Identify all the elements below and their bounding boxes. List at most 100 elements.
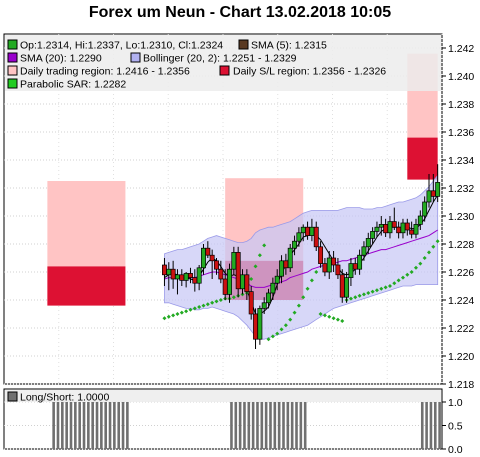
candle-body [196, 267, 202, 284]
longshort-bar [56, 402, 60, 449]
candle-body [270, 282, 276, 294]
longshort-bar [74, 402, 77, 449]
candle-body [170, 268, 176, 280]
longshort-bar [433, 402, 437, 449]
longshort-bar [121, 402, 125, 449]
longshort-bar [420, 402, 424, 449]
longshort-bars [52, 402, 441, 449]
sar-point [288, 317, 293, 322]
y-tick-label: 1.232 [448, 183, 474, 195]
legend-longshort: Long/Short: 1.0000 [20, 392, 109, 404]
sar-point [275, 331, 280, 336]
candle-body [331, 257, 337, 266]
longshort-bar [256, 402, 259, 449]
candle-body [296, 232, 302, 242]
y-tick-label: 1.238 [448, 99, 474, 111]
y-tick-label: 1.220 [448, 351, 474, 363]
candle-body [400, 222, 406, 234]
longshort-bar [295, 402, 298, 449]
longshort-bar [82, 402, 86, 449]
candle-body [387, 221, 393, 234]
y-tick-label: 1.230 [448, 211, 474, 223]
legend-sar: Parabolic SAR: 1.2282 [20, 79, 126, 91]
candle-body [305, 226, 311, 236]
candle-body [166, 268, 172, 276]
longshort-bar [299, 402, 303, 449]
candle-body [231, 252, 237, 270]
sar-point [396, 278, 401, 283]
legend-sma20-swatch [7, 52, 18, 63]
sar-point [197, 305, 202, 309]
legend-sma5: SMA (5): 1.2315 [251, 40, 327, 52]
longshort-bar [251, 402, 255, 449]
candle-body [162, 264, 167, 276]
sar-point [292, 310, 297, 315]
candle-body [361, 246, 367, 256]
sar-point [296, 303, 301, 308]
sar-point [253, 264, 258, 269]
legend-sma5-swatch [238, 39, 249, 50]
candle-body [214, 260, 219, 270]
candle-body [179, 274, 185, 281]
sar-point [353, 295, 358, 300]
candle-body [404, 222, 410, 231]
longshort-bar [303, 402, 307, 449]
sar-point [218, 298, 223, 302]
candle-body [287, 247, 293, 269]
longshort-tick-label: 0.0 [448, 444, 463, 456]
sar-point [266, 337, 271, 342]
y-axis-ticks: 1.218 1.220 1.222 1.224 1.226 1.228 1.230 1.232… [442, 43, 474, 391]
candle-body [391, 221, 397, 228]
candle-body [274, 275, 280, 284]
candle-body [352, 263, 358, 270]
sar-point [305, 286, 310, 291]
candle-body [430, 190, 436, 197]
candle-body [192, 277, 198, 284]
sar-point [361, 292, 366, 297]
longshort-bar [286, 402, 290, 449]
candle-body [396, 226, 402, 234]
legend-ohlc-swatch [7, 39, 18, 50]
candle-body [374, 226, 380, 232]
longshort-bar [95, 402, 99, 449]
sar-point [188, 307, 193, 312]
sar-point [409, 270, 414, 274]
candle-body [318, 246, 324, 264]
candle-body [426, 190, 432, 203]
candle-body [300, 226, 306, 234]
longshort-bar [65, 402, 68, 449]
longshort-bar [113, 402, 116, 449]
y-tick-label: 1.242 [448, 43, 474, 55]
candle-body [370, 231, 376, 239]
longshort-bar [282, 402, 285, 449]
longshort-bar [61, 402, 64, 449]
legend-trading-region: Daily trading region: 1.2416 - 1.2356 [20, 66, 190, 78]
longshort-bar [269, 402, 272, 449]
y-tick-label: 1.234 [448, 155, 474, 167]
candle-body [183, 273, 189, 281]
candle-body [322, 263, 328, 273]
legend-bollinger-swatch [130, 52, 141, 63]
sar-point [179, 310, 184, 315]
sar-point [431, 244, 436, 249]
legend-ohlc: Op:1.2314, Hi:1.2337, Lo:1.2310, Cl:1.23… [20, 40, 223, 52]
sar-point [318, 312, 323, 316]
longshort-tick-label: 0.5 [448, 421, 463, 433]
y-tick-label: 1.218 [448, 379, 474, 391]
sar-point [435, 239, 440, 244]
longshort-bar [91, 402, 94, 449]
longshort-bar [238, 402, 242, 449]
longshort-bar [234, 402, 238, 449]
candle-body [248, 291, 254, 315]
candle-body [205, 247, 211, 256]
candle-body [339, 274, 345, 298]
y-tick-label: 1.228 [448, 239, 474, 251]
y-tick-label: 1.222 [448, 323, 474, 335]
legend-sl-region-swatch [219, 65, 230, 76]
sar-point [422, 256, 427, 260]
longshort-bar [429, 402, 433, 449]
bollinger-band-area [164, 174, 439, 340]
candle-body [244, 274, 250, 292]
sma20-line [164, 229, 438, 288]
